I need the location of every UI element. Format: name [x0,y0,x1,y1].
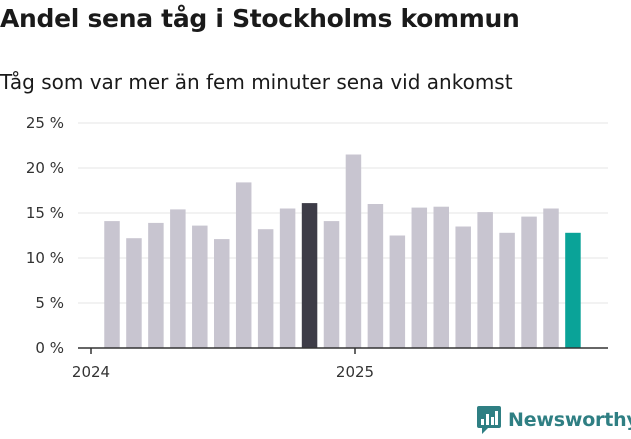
newsworthy-logo: Newsworthy [476,405,631,435]
bar-2024-10 [301,203,318,348]
bar-2024-03 [148,222,164,348]
x-tick-label: 2025 [336,363,374,381]
bar-2024-06 [214,239,230,348]
bar-2024-12 [345,154,362,348]
bar-2025-05 [455,226,471,348]
bar-2025-06 [477,212,493,348]
y-tick-label: 5 % [35,294,64,312]
bar-2024-04 [170,209,186,348]
bar-2024-05 [192,225,208,348]
grid-lines [78,122,608,304]
bar-2024-11 [323,221,340,348]
y-axis-ticks: 0 % 5 % 10 % 15 % 20 % 25 % [26,114,64,357]
y-tick-label: 15 % [26,204,64,222]
bar-2024-01 [104,221,120,348]
y-tick-label: 25 % [26,114,64,132]
bar-2025-04 [433,206,449,348]
bar-2024-07 [235,182,252,348]
newsworthy-logo-text: Newsworthy [508,409,631,431]
chart-subtitle: Tåg som var mer än fem minuter sena vid … [0,70,513,94]
newsworthy-logo-icon [477,406,501,434]
bar-2024-09 [279,208,296,348]
x-tick-label: 2024 [72,363,110,381]
bar-2024-08 [257,229,274,348]
bar-2025-08 [521,216,537,348]
y-tick-label: 0 % [35,339,64,357]
bar-2025-02 [389,235,406,348]
bar-2024-02 [126,238,142,348]
bar-2025-07 [499,232,515,348]
bar-chart: 0 % 5 % 10 % 15 % 20 % 25 % 2024 2025 [26,114,608,381]
bar-2025-01 [367,204,384,348]
bar-2025-10 [565,232,581,348]
bar-2025-03 [411,207,428,348]
y-tick-label: 20 % [26,159,64,177]
bar-2025-09 [543,208,559,348]
x-axis-ticks: 2024 2025 [72,348,374,381]
chart-title: Andel sena tåg i Stockholms kommun [0,4,520,33]
bars [104,154,581,348]
y-tick-label: 10 % [26,249,64,267]
